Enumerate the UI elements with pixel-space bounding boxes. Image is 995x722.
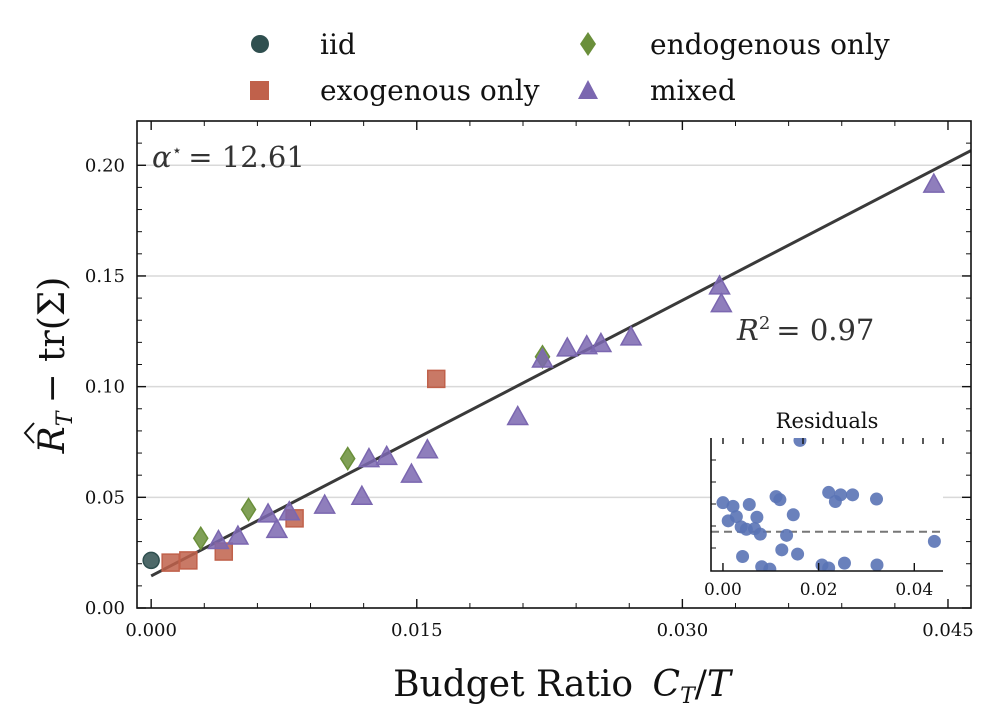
point-mixed xyxy=(531,347,554,368)
y-tick-label: 0.20 xyxy=(85,155,125,176)
residual-point xyxy=(736,549,750,563)
legend-label-exogenous: exogenous only xyxy=(320,74,540,107)
y-axis-title-hat xyxy=(23,422,35,444)
axis-ticks: 0.000 0.015 0.030 0.045 0.00 0.05 0.10 0.15 0.20 xyxy=(85,121,974,641)
residual-point xyxy=(834,488,848,502)
legend-marker-endogenous xyxy=(580,32,596,56)
point-endogenous-only xyxy=(339,446,356,471)
point-endogenous-only xyxy=(240,497,257,522)
x-tick-label: 0.015 xyxy=(391,620,443,641)
residual-point xyxy=(927,534,941,548)
residual-point xyxy=(750,510,764,524)
y-tick-label: 0.15 xyxy=(85,266,125,287)
point-mixed xyxy=(313,493,336,514)
residual-point xyxy=(763,562,777,571)
residuals-inset: 0.00 0.02 0.04 Residuals xyxy=(704,406,944,600)
point-mixed xyxy=(375,444,398,466)
point-mixed xyxy=(256,502,280,523)
residual-point xyxy=(775,543,789,557)
point-exogenous-only xyxy=(161,553,180,572)
legend-item-endogenous: endogenous only xyxy=(580,28,890,61)
point-mixed xyxy=(506,404,529,426)
inset-title: Residuals xyxy=(776,409,879,433)
point-mixed xyxy=(278,500,301,521)
legend-item-iid: iid xyxy=(251,28,356,61)
residual-point xyxy=(793,438,807,447)
legend-item-mixed: mixed xyxy=(578,74,736,107)
residual-point xyxy=(716,496,730,510)
point-exogenous-only xyxy=(179,551,198,570)
legend-marker-mixed xyxy=(578,80,598,99)
point-iid xyxy=(142,551,160,570)
residual-point xyxy=(846,488,860,502)
legend-item-exogenous: exogenous only xyxy=(250,74,540,107)
inset-x-tick-label: 0.00 xyxy=(704,580,742,600)
point-mixed xyxy=(207,528,230,550)
point-endogenous-only xyxy=(192,525,209,551)
point-mixed xyxy=(619,325,643,346)
y-tick-label: 0.05 xyxy=(85,487,125,508)
residual-point xyxy=(729,510,743,524)
point-mixed xyxy=(589,331,613,353)
inset-ticks: 0.00 0.02 0.04 xyxy=(704,438,944,600)
x-tick-label: 0.000 xyxy=(125,620,177,641)
y-axis-title: RT− tr(Σ) xyxy=(23,277,78,455)
scatter-points xyxy=(142,172,946,572)
point-mixed xyxy=(350,484,374,505)
residual-point xyxy=(822,561,836,571)
residual-point xyxy=(870,492,884,506)
x-tick-label: 0.030 xyxy=(657,620,709,641)
legend-label-mixed: mixed xyxy=(650,74,736,107)
point-mixed xyxy=(416,438,439,459)
legend: iid endogenous only exogenous only mixed xyxy=(250,28,890,107)
point-mixed xyxy=(710,292,733,313)
r2-annotation: R2 = 0.97 xyxy=(736,313,874,347)
residual-point xyxy=(742,498,756,511)
residual-point xyxy=(780,528,794,542)
point-mixed xyxy=(922,172,946,193)
residual-point xyxy=(791,547,805,561)
point-mixed xyxy=(556,336,579,357)
point-mixed xyxy=(357,447,381,468)
y-tick-label: 0.10 xyxy=(85,377,125,398)
point-mixed xyxy=(265,517,289,539)
inset-x-tick-label: 0.04 xyxy=(895,580,933,600)
x-axis-title: Budget Ratio CT/T xyxy=(393,664,734,709)
residual-point xyxy=(753,527,767,541)
point-mixed xyxy=(400,462,423,483)
residual-point xyxy=(726,499,740,513)
y-tick-label: 0.00 xyxy=(85,598,125,619)
x-tick-label: 0.045 xyxy=(922,620,974,641)
alpha-annotation: α⋆ = 12.61 xyxy=(152,140,305,174)
legend-label-iid: iid xyxy=(320,28,356,61)
legend-marker-iid xyxy=(251,35,269,53)
legend-label-endogenous: endogenous only xyxy=(650,28,890,61)
residual-point xyxy=(870,558,884,571)
residual-point xyxy=(822,485,836,499)
residual-point xyxy=(773,493,787,507)
svg-text:RT− tr(Σ): RT− tr(Σ) xyxy=(32,277,78,455)
point-mixed xyxy=(708,274,731,295)
inset-points xyxy=(716,438,941,571)
main-plot: 0.000 0.015 0.030 0.045 0.00 0.05 0.10 0.15 0.20… xyxy=(85,120,974,641)
inset-title-bg xyxy=(768,406,886,434)
point-exogenous-only xyxy=(426,369,446,389)
residual-point xyxy=(786,508,800,522)
point-mixed xyxy=(226,524,250,545)
residual-point xyxy=(837,556,851,570)
inset-x-tick-label: 0.02 xyxy=(800,580,838,600)
legend-marker-exogenous xyxy=(250,81,269,100)
